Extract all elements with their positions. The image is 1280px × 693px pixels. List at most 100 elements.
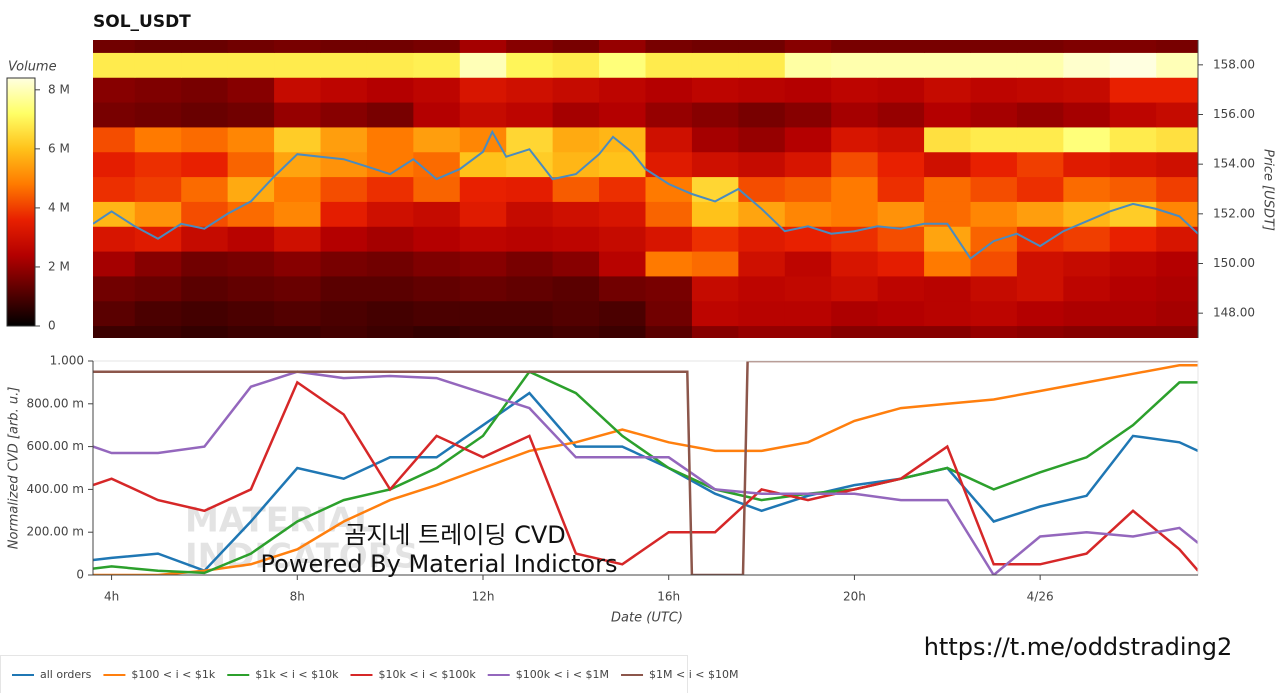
legend-label: $100k < i < $1M bbox=[516, 668, 609, 681]
heatmap-cell bbox=[691, 102, 739, 128]
heatmap-cell bbox=[877, 176, 925, 202]
heatmap-cell bbox=[970, 226, 1018, 252]
heatmap-cell bbox=[320, 325, 368, 338]
heatmap-cell bbox=[784, 102, 832, 128]
cvd-line bbox=[93, 364, 1198, 575]
heatmap-cell bbox=[738, 226, 786, 252]
heatmap-cell bbox=[970, 77, 1018, 103]
heatmap-cell bbox=[691, 77, 739, 103]
heatmap-cell bbox=[1156, 40, 1198, 53]
heatmap-cell bbox=[1063, 325, 1111, 338]
heatmap-cell bbox=[1156, 77, 1198, 103]
heatmap-cell bbox=[506, 102, 554, 128]
heatmap-cell bbox=[552, 102, 600, 128]
heatmap-cell bbox=[599, 151, 646, 178]
heatmap-cell bbox=[784, 52, 832, 78]
heatmap-cell bbox=[1016, 151, 1064, 178]
heatmap-cell bbox=[274, 52, 321, 78]
heatmap-cell bbox=[320, 275, 368, 302]
heatmap-cell bbox=[552, 275, 600, 302]
colorbar bbox=[6, 77, 36, 327]
heatmap-cell bbox=[274, 275, 321, 302]
heatmap-cell bbox=[413, 77, 461, 103]
colorbar-tick-label: 2 M bbox=[48, 259, 70, 273]
heatmap-cell bbox=[134, 251, 182, 277]
heatmap-cell bbox=[1063, 300, 1111, 327]
watermark: MATERIAL INDICATORS bbox=[185, 501, 418, 577]
heatmap-cell bbox=[784, 151, 832, 178]
heatmap-cell bbox=[877, 77, 925, 103]
heatmap-cell bbox=[1109, 102, 1157, 128]
overlay-title: 곰지네 트레이딩 CVD bbox=[344, 521, 565, 549]
cvd-lines bbox=[93, 361, 1198, 575]
heatmap-cell bbox=[784, 300, 832, 327]
heatmap-cell bbox=[738, 325, 786, 338]
heatmap-cell bbox=[1016, 52, 1064, 78]
heatmap-cell bbox=[924, 77, 971, 103]
legend-label: $1k < i < $10k bbox=[255, 668, 339, 681]
heatmap-cell bbox=[831, 151, 879, 178]
heatmap-cell bbox=[134, 201, 182, 227]
heatmap-cell bbox=[1016, 40, 1064, 53]
heatmap-cell bbox=[181, 300, 229, 327]
heatmap-cell bbox=[506, 325, 554, 338]
heatmap-cell bbox=[134, 151, 182, 178]
legend-items: all orders $100 < i < $1k $1k < i < $10k $1… bbox=[12, 668, 738, 681]
heatmap-cell bbox=[599, 226, 646, 252]
heatmap-cell bbox=[181, 226, 229, 252]
heatmap-cell bbox=[413, 40, 461, 53]
heatmap-cell bbox=[366, 126, 414, 153]
heatmap-cell bbox=[506, 275, 554, 302]
heatmap-cell bbox=[366, 201, 414, 227]
heatmap-cell bbox=[599, 300, 646, 327]
heatmap-cell bbox=[877, 126, 925, 153]
heatmap-cell bbox=[970, 52, 1018, 78]
heatmap-cell bbox=[691, 52, 739, 78]
heatmap-cell bbox=[181, 102, 229, 128]
heatmap-cell bbox=[1016, 325, 1064, 338]
heatmap-cell bbox=[134, 102, 182, 128]
heatmap-cell bbox=[645, 201, 693, 227]
heatmap-cell bbox=[738, 40, 786, 53]
heatmap-cell bbox=[1109, 325, 1157, 338]
heatmap-cell bbox=[320, 52, 368, 78]
heatmap-cell bbox=[181, 52, 229, 78]
heatmap-cell bbox=[924, 40, 971, 53]
heatmap-cell bbox=[552, 52, 600, 78]
heatmap-cell bbox=[738, 52, 786, 78]
heatmap-cell bbox=[691, 275, 739, 302]
heatmap-cell bbox=[227, 251, 275, 277]
y-tick-label: 800.00 m bbox=[27, 396, 85, 410]
heatmap-cell bbox=[877, 40, 925, 53]
heatmap-cell bbox=[738, 176, 786, 202]
heatmap-cell bbox=[181, 176, 229, 202]
heatmap-cell bbox=[970, 201, 1018, 227]
heatmap-cell bbox=[93, 52, 136, 78]
heatmap-cell bbox=[877, 226, 925, 252]
heatmap-cell bbox=[599, 176, 646, 202]
heatmap-cell bbox=[1063, 251, 1111, 277]
heatmap-cell bbox=[413, 201, 461, 227]
overlay-credit: Powered By Material Indictors bbox=[261, 550, 618, 578]
colorbar-tick-label: 8 M bbox=[48, 82, 70, 96]
heatmap-cell bbox=[320, 201, 368, 227]
heatmap-cell bbox=[738, 126, 786, 153]
cvd-line bbox=[93, 361, 1198, 575]
heatmap-cell bbox=[1063, 102, 1111, 128]
heatmap-cell bbox=[831, 102, 879, 128]
heatmap-cell bbox=[413, 102, 461, 128]
heatmap-cell bbox=[924, 126, 971, 153]
cvd-line bbox=[93, 380, 1198, 572]
heatmap-cell bbox=[552, 126, 600, 153]
heatmap-cell bbox=[366, 102, 414, 128]
heatmap-cell bbox=[1156, 52, 1198, 78]
heatmap-cell bbox=[506, 151, 554, 178]
heatmap-cell bbox=[784, 251, 832, 277]
heatmap-cell bbox=[506, 77, 554, 103]
heatmap-cell bbox=[877, 102, 925, 128]
colorbar-tick-label: 6 M bbox=[48, 141, 70, 155]
heatmap-cell bbox=[691, 201, 739, 227]
heatmap-cell bbox=[459, 251, 507, 277]
heatmap-cell bbox=[645, 325, 693, 338]
heatmap-cell bbox=[227, 201, 275, 227]
